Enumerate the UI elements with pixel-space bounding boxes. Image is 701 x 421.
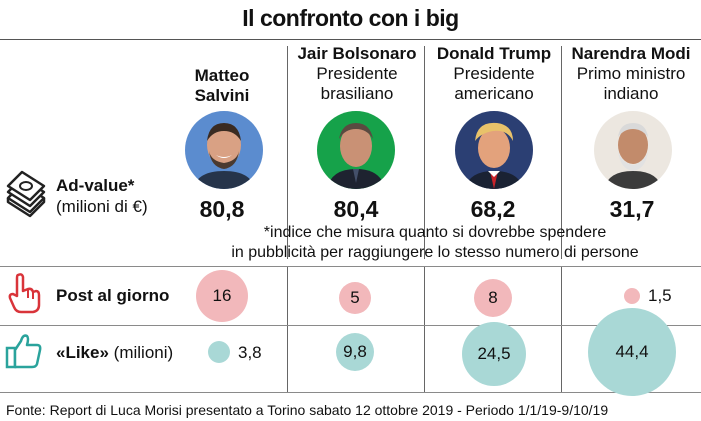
role-bolsonaro-line2: brasiliano (320, 84, 394, 103)
header-bolsonaro: Jair Bolsonaro Presidente brasiliano (291, 44, 423, 104)
likes-value-modi: 44,4 (615, 342, 649, 361)
portrait-modi (594, 111, 672, 189)
likes-bubble-modi: 44,4 (588, 308, 676, 396)
ad-value-modi: 31,7 (609, 196, 655, 222)
ad-value-label: Ad-value* (56, 176, 135, 195)
title-divider (0, 39, 701, 40)
role-modi-line1: Primo ministro (576, 64, 686, 83)
posts-value-salvini: 16 (212, 286, 232, 305)
posts-bubble-modi (624, 288, 640, 304)
name-bolsonaro: Jair Bolsonaro (297, 44, 417, 63)
header-trump: Donald Trump Presidente americano (428, 44, 560, 104)
posts-label: Post al giorno (56, 286, 170, 305)
ad-value-unit: (milioni di €) (56, 197, 148, 216)
row-divider (0, 392, 701, 393)
posts-value-bolsonaro: 5 (350, 288, 360, 307)
row-divider (0, 325, 701, 326)
money-stack-icon (4, 168, 48, 223)
role-modi-line2: indiano (603, 84, 659, 103)
source-footer: Fonte: Report di Luca Morisi presentato … (6, 402, 609, 418)
likes-label-group: «Like» (milioni) (56, 343, 173, 363)
posts-bubble-trump: 8 (474, 279, 512, 317)
column-divider (287, 46, 288, 259)
likes-bubble-trump: 24,5 (462, 322, 526, 386)
portrait-salvini (185, 111, 263, 189)
role-bolsonaro-line1: Presidente (316, 64, 398, 83)
pointing-hand-icon (6, 271, 42, 320)
ad-value-footnote-line1: *indice che misura quanto si dovrebbe sp… (263, 224, 607, 241)
portrait-trump (455, 111, 533, 189)
column-divider (287, 266, 288, 392)
column-divider (424, 46, 425, 259)
portrait-bolsonaro (317, 111, 395, 189)
likes-unit: (milioni) (113, 343, 174, 362)
name-modi: Narendra Modi (571, 44, 691, 63)
posts-bubble-bolsonaro: 5 (339, 282, 371, 314)
posts-value-modi: 1,5 (648, 286, 672, 305)
likes-value-bolsonaro: 9,8 (343, 342, 367, 361)
role-trump-line2: americano (454, 84, 534, 103)
column-divider (424, 266, 425, 392)
ad-value-salvini: 80,8 (199, 196, 245, 222)
ad-value-trump: 68,2 (470, 196, 516, 222)
thumbs-up-icon (4, 331, 44, 376)
name-salvini-line2: Salvini (194, 86, 250, 105)
ad-value-footnote-line2: in pubblicità per raggiungere lo stesso … (231, 244, 639, 261)
likes-bubble-salvini (208, 341, 230, 363)
page-title: Il confronto con i big (242, 5, 459, 31)
ad-value-bolsonaro: 80,4 (333, 196, 379, 222)
name-salvini-line1: Matteo (194, 66, 250, 85)
column-divider (561, 266, 562, 392)
role-trump-line1: Presidente (453, 64, 535, 83)
header-salvini: Matteo Salvini (156, 66, 288, 106)
likes-bubble-bolsonaro: 9,8 (336, 333, 374, 371)
column-divider (561, 46, 562, 259)
header-modi: Narendra Modi Primo ministro indiano (565, 44, 697, 104)
likes-label: «Like» (56, 343, 109, 362)
likes-value-trump: 24,5 (477, 344, 511, 363)
row-divider (0, 266, 701, 267)
name-trump: Donald Trump (436, 44, 552, 63)
posts-bubble-salvini: 16 (196, 270, 248, 322)
likes-value-salvini: 3,8 (238, 343, 262, 362)
posts-value-trump: 8 (488, 288, 498, 307)
